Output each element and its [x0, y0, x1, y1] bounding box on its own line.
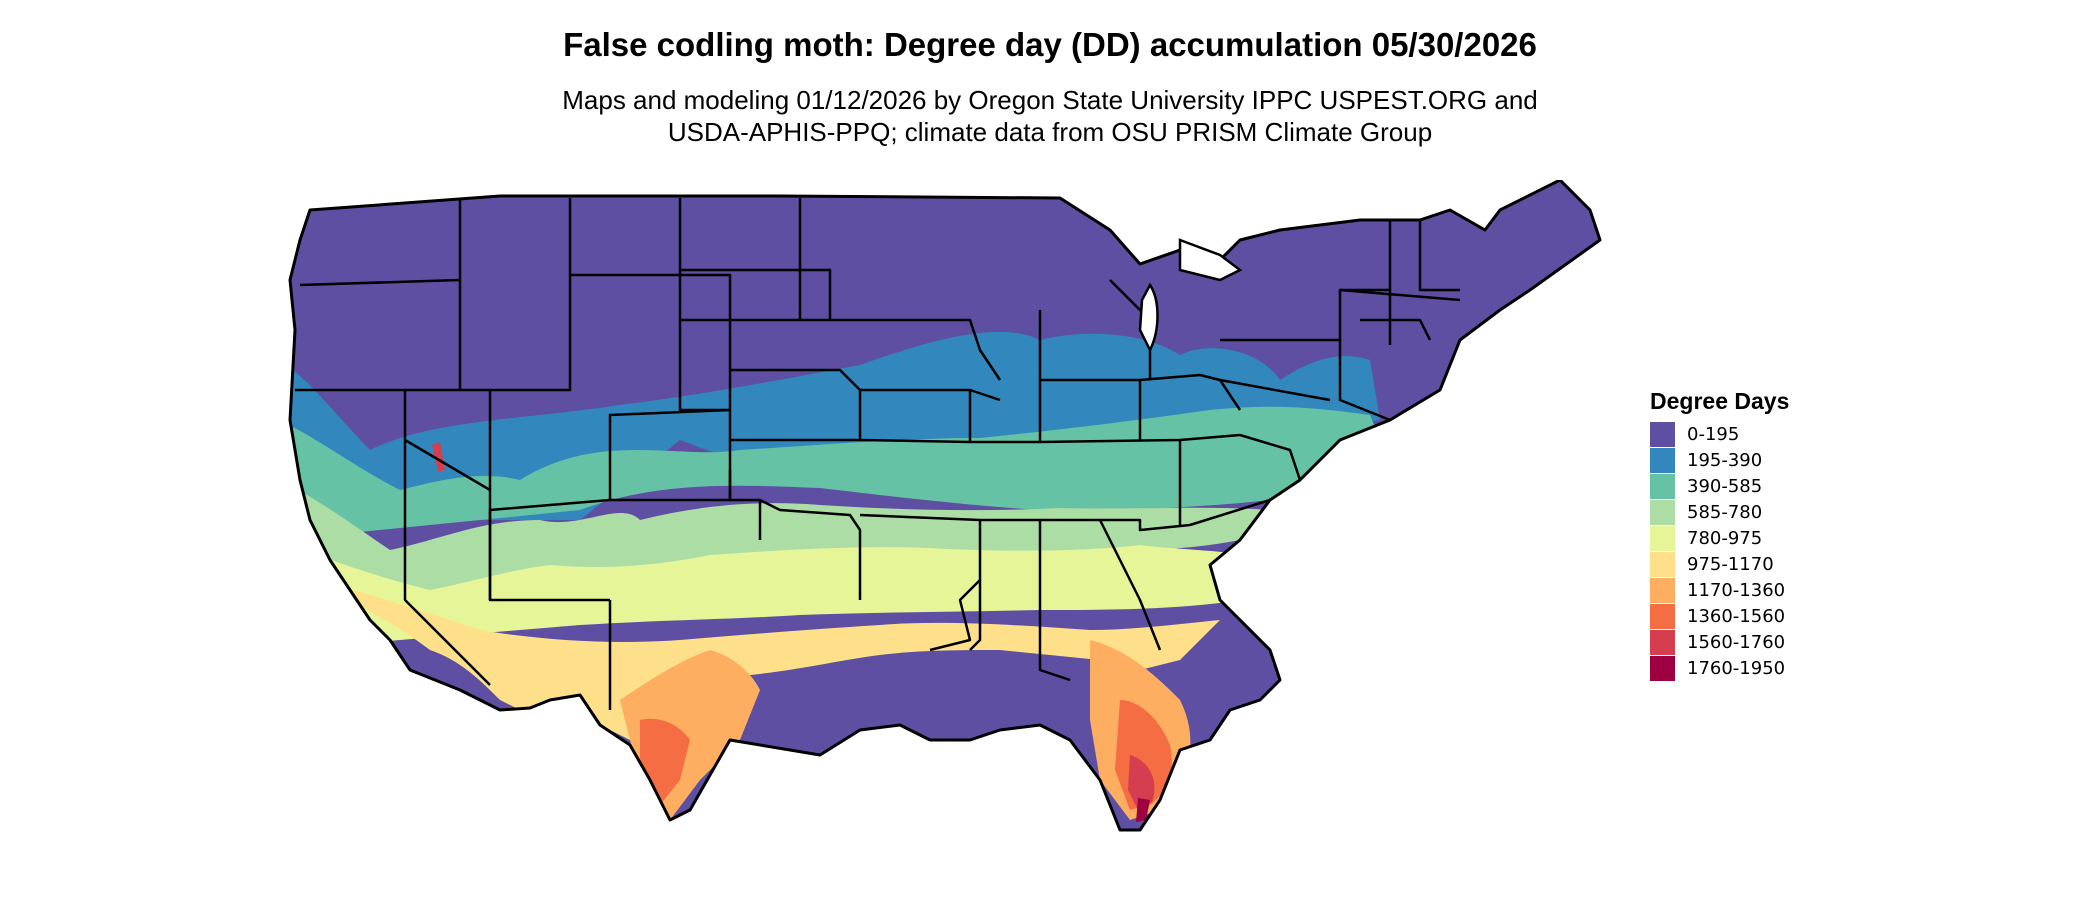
legend-label: 975-1170	[1687, 553, 1774, 575]
zone-780-975	[290, 540, 1240, 650]
legend-item: 1170-1360	[1650, 577, 1789, 603]
map-subtitle: Maps and modeling 01/12/2026 by Oregon S…	[0, 84, 2100, 148]
legend-swatch	[1650, 421, 1675, 447]
legend-swatch	[1650, 499, 1675, 525]
zone-975-1170	[310, 580, 1220, 740]
legend-swatch	[1650, 551, 1675, 577]
legend-swatch	[1650, 629, 1675, 655]
legend-item: 390-585	[1650, 473, 1789, 499]
us-degree-day-map	[288, 180, 1602, 832]
legend-swatch	[1650, 577, 1675, 603]
legend: Degree Days 0-195 195-390 390-585 585-780 78…	[1650, 388, 1789, 681]
legend-label: 1170-1360	[1687, 579, 1786, 601]
legend-item: 780-975	[1650, 525, 1789, 551]
legend-label: 585-780	[1687, 501, 1763, 523]
legend-label: 195-390	[1687, 449, 1763, 471]
state-borders	[295, 198, 1461, 710]
legend-swatch	[1650, 655, 1675, 681]
legend-item: 1560-1760	[1650, 629, 1789, 655]
subtitle-line-2: USDA-APHIS-PPQ; climate data from OSU PR…	[667, 117, 1433, 147]
legend-item: 1760-1950	[1650, 655, 1789, 681]
legend-item: 975-1170	[1650, 551, 1789, 577]
legend-item: 585-780	[1650, 499, 1789, 525]
legend-label: 1360-1560	[1687, 605, 1786, 627]
zone-1760-1950	[1136, 798, 1150, 822]
legend-label: 0-195	[1687, 423, 1740, 445]
legend-label: 1760-1950	[1687, 657, 1786, 679]
legend-item: 1360-1560	[1650, 603, 1789, 629]
us-outline	[288, 180, 1602, 832]
legend-title: Degree Days	[1650, 388, 1790, 414]
legend-item: 0-195	[1650, 421, 1789, 447]
legend-label: 1560-1760	[1687, 631, 1786, 653]
legend-label: 780-975	[1687, 527, 1763, 549]
legend-item: 195-390	[1650, 447, 1789, 473]
legend-items: 0-195 195-390 390-585 585-780 780-975 975-117…	[1650, 421, 1789, 681]
legend-swatch	[1650, 525, 1675, 551]
map-title: False codling moth: Degree day (DD) accu…	[563, 26, 1537, 63]
subtitle-line-1: Maps and modeling 01/12/2026 by Oregon S…	[562, 85, 1538, 115]
legend-label: 390-585	[1687, 475, 1763, 497]
legend-swatch	[1650, 447, 1675, 473]
legend-swatch	[1650, 473, 1675, 499]
legend-swatch	[1650, 603, 1675, 629]
great-lakes	[1138, 238, 1243, 353]
